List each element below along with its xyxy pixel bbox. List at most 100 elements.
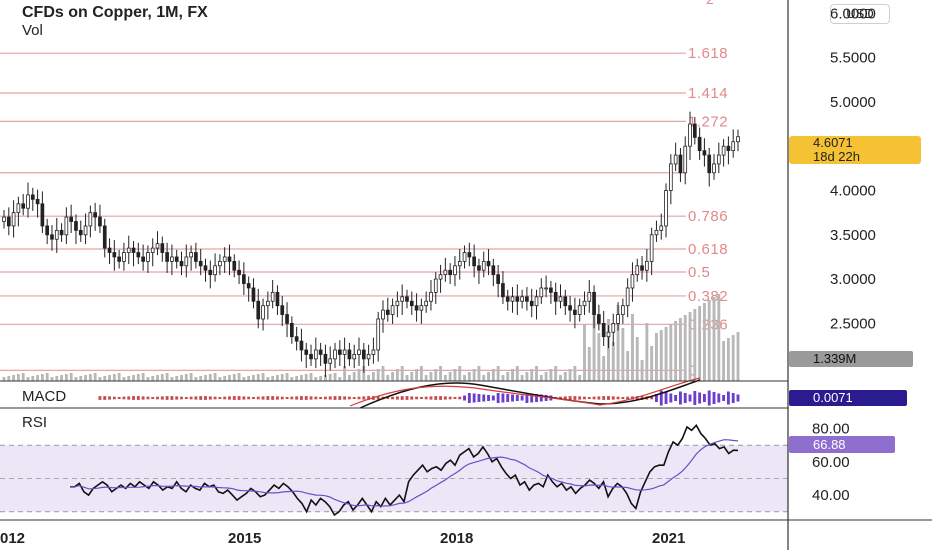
volume-bar <box>669 324 673 381</box>
volume-bar <box>525 372 529 381</box>
volume-bar <box>400 366 404 381</box>
volume-bar <box>252 375 255 381</box>
volume-bar <box>554 366 558 381</box>
candle-body <box>601 323 606 338</box>
volume-bar <box>506 372 510 381</box>
volume-bar <box>285 373 289 381</box>
candle-body <box>242 274 246 284</box>
volume-bar <box>199 376 203 381</box>
macd-bar <box>736 394 740 402</box>
candle-body <box>64 216 69 236</box>
macd-bar <box>544 395 548 401</box>
volume-bar <box>698 306 702 381</box>
volume-bar <box>184 374 188 381</box>
candle-body <box>141 256 145 262</box>
candle-body <box>26 194 30 209</box>
macd-bar <box>597 396 601 400</box>
candle-body <box>577 305 582 315</box>
macd-bar <box>419 397 423 399</box>
volume-bar <box>280 374 284 381</box>
volume-bar <box>117 373 121 381</box>
candle-body <box>352 354 357 360</box>
candle-body <box>227 256 232 262</box>
macd-bar <box>664 392 668 404</box>
volume-bar <box>587 347 591 381</box>
candle-body <box>218 260 222 267</box>
macd-bar <box>731 393 735 403</box>
currency-button[interactable]: USD <box>830 4 890 24</box>
volume-bar <box>16 374 20 381</box>
price-tick-label: 3.5000 <box>830 227 876 244</box>
macd-bar <box>112 396 116 400</box>
candle-body <box>213 265 217 276</box>
candle-body <box>429 291 433 302</box>
volume-bar <box>2 377 6 381</box>
volume-bar <box>40 374 44 381</box>
volume-bar <box>429 372 433 381</box>
candle-body <box>688 123 692 147</box>
macd-bar <box>271 396 275 400</box>
macd-bar <box>319 397 323 399</box>
candle-body <box>165 252 169 262</box>
volume-bar <box>578 375 582 381</box>
volume-bar <box>328 374 332 381</box>
macd-bar <box>669 393 673 403</box>
macd-bar <box>530 393 534 403</box>
price-badge: 4.6071 18d 22h <box>789 136 921 164</box>
volume-bar <box>712 297 716 381</box>
price-tick-label: 2.5000 <box>830 315 876 332</box>
volume-bar <box>722 341 726 381</box>
volume-bar <box>434 369 438 381</box>
macd-bar <box>132 396 135 400</box>
candle-body <box>587 291 592 302</box>
volume-bar <box>165 373 169 381</box>
candle-body <box>16 203 21 214</box>
macd-bar <box>400 396 404 400</box>
candle-body <box>606 331 611 338</box>
volume-bar <box>21 373 25 381</box>
volume-bar <box>626 351 630 381</box>
volume-bar <box>362 366 366 381</box>
candle-body <box>304 349 309 355</box>
volume-bar <box>640 360 644 381</box>
rsi-pane <box>0 423 788 517</box>
candle-body <box>78 229 83 236</box>
macd-bar <box>122 396 126 400</box>
candle-body <box>673 154 678 165</box>
candle-body <box>184 256 189 267</box>
candle-body <box>481 260 486 271</box>
macd-bar <box>343 396 347 400</box>
volume-bar <box>458 366 462 381</box>
candle-body <box>582 300 587 307</box>
volume-bar <box>482 375 486 381</box>
macd-bar <box>357 396 361 400</box>
volume-bar <box>707 300 711 381</box>
candle-body <box>659 225 664 231</box>
volume-bar <box>218 377 222 381</box>
volume-bar <box>256 374 260 381</box>
volume-bar <box>132 375 135 381</box>
candle-body <box>731 141 736 152</box>
macd-bar <box>678 391 682 405</box>
candle-body <box>131 247 136 253</box>
volume-bar <box>631 314 634 381</box>
candle-body <box>280 305 285 315</box>
price-badge-countdown: 18d 22h <box>813 149 860 164</box>
volume-bar <box>410 372 414 381</box>
volume-bar <box>213 373 217 381</box>
volume-bar <box>136 374 140 381</box>
fib-label: 0 <box>688 362 697 379</box>
volume-bar <box>544 372 548 381</box>
macd-bar <box>635 396 639 400</box>
macd-bar <box>463 395 466 401</box>
macd-bar <box>242 396 246 400</box>
macd-bar <box>448 396 452 400</box>
macd-bar <box>616 396 620 400</box>
macd-bar <box>472 393 476 403</box>
volume-bar <box>26 377 30 381</box>
macd-bar <box>304 396 308 400</box>
macd-bar <box>151 397 155 399</box>
price-tick-label: 3.0000 <box>830 271 876 288</box>
candle-body <box>520 296 524 302</box>
candle-body <box>697 136 702 152</box>
